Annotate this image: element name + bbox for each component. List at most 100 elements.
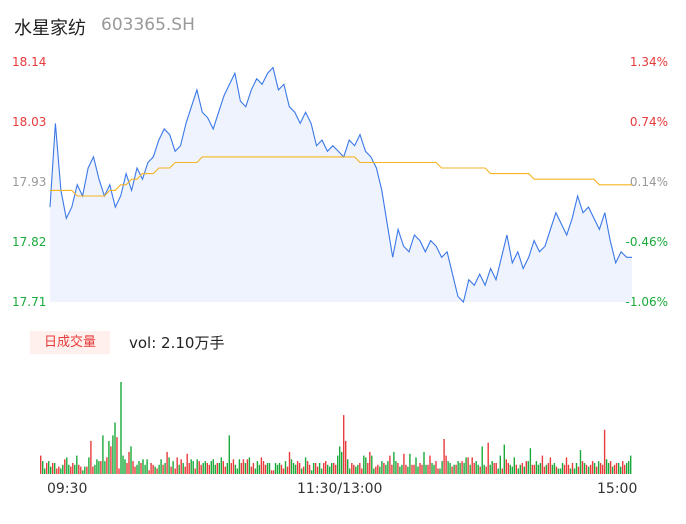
volume-bar [214, 464, 216, 474]
volume-bar [475, 461, 477, 474]
volume-bar [234, 464, 237, 474]
volume-bar [429, 455, 431, 474]
volume-bar [419, 463, 421, 474]
volume-bar [250, 466, 253, 474]
volume-bar [553, 463, 556, 474]
volume-bar [391, 464, 393, 474]
volume-bar [168, 457, 170, 474]
volume-bar [567, 464, 570, 474]
volume-bar [232, 459, 235, 474]
volume-bar [589, 464, 592, 474]
volume-bar [82, 470, 84, 474]
volume-bar [433, 464, 435, 474]
volume-bar [274, 463, 277, 474]
volume-bar [144, 464, 146, 474]
volume-bar [557, 468, 560, 474]
volume-bar [515, 464, 517, 474]
volume-bar [325, 461, 327, 474]
volume-bar [407, 466, 409, 474]
volume-bar [210, 461, 212, 474]
volume-bar [170, 466, 172, 474]
volume-bar [310, 470, 313, 474]
volume-bar [276, 464, 279, 474]
volume-bar [401, 464, 403, 474]
volume-bar [469, 464, 471, 474]
volume-bar [146, 459, 148, 474]
volume-bar [451, 466, 453, 474]
volume-bar [136, 464, 138, 474]
volume-bar [194, 468, 196, 474]
volume-bar [439, 468, 441, 474]
volume-bar [76, 455, 78, 474]
volume-bar [473, 463, 475, 474]
volume-bar [343, 415, 345, 474]
volume-bar [371, 455, 373, 474]
volume-bar [505, 459, 507, 474]
volume-bar [204, 461, 206, 474]
volume-bar [278, 463, 281, 474]
volume-bar [327, 464, 329, 474]
volume-bar [186, 453, 188, 474]
volume-bar [361, 468, 363, 474]
volume-bar [206, 463, 208, 474]
volume-bar [80, 466, 82, 474]
y-tick-right-3: -0.46% [625, 235, 668, 249]
volume-bar [363, 455, 365, 474]
volume-bar [72, 463, 74, 474]
volume-bar [591, 461, 594, 474]
volume-bar [630, 455, 632, 474]
volume-bar [256, 461, 259, 474]
volume-bar [331, 463, 333, 474]
volume-bar [50, 466, 52, 474]
volume-bar [547, 463, 550, 474]
volume-bar [224, 466, 226, 474]
volume-bar [349, 468, 351, 474]
price-area [50, 67, 632, 302]
volume-bar [561, 463, 564, 474]
volume-bar [431, 463, 433, 474]
volume-bar [425, 464, 427, 474]
volume-bar [463, 463, 465, 474]
volume-bar [443, 439, 445, 474]
volume-bar [86, 466, 88, 474]
volume-bar [244, 463, 247, 474]
volume-bar [90, 440, 92, 474]
volume-bar [116, 437, 118, 474]
volume-bar [521, 463, 523, 474]
volume-bar [122, 455, 124, 474]
volume-bar [477, 464, 479, 474]
volume-bar [262, 461, 265, 474]
volume-bar [272, 470, 275, 474]
volume-bar [212, 459, 214, 474]
volume-bar [236, 468, 239, 474]
volume-bar [282, 468, 285, 474]
volume-bar [220, 457, 222, 474]
volume-bar [128, 451, 130, 474]
volume-bar [537, 464, 540, 474]
volume-bar [555, 466, 558, 474]
volume-bar [48, 461, 50, 474]
volume-bar [150, 463, 152, 474]
x-tick-midday: 11:30/13:00 [297, 481, 383, 497]
volume-tag: 日成交量 [30, 331, 110, 354]
volume-bar [535, 461, 538, 474]
volume-bar [242, 459, 245, 474]
volume-bar [565, 457, 568, 474]
volume-bar [527, 461, 529, 474]
volume-bar [124, 459, 126, 474]
volume-bar [238, 459, 241, 474]
volume-bar [579, 450, 582, 474]
y-tick-left-1: 18.03 [12, 115, 47, 129]
volume-bar [192, 461, 194, 474]
volume-bar [387, 461, 389, 474]
volume-bar [457, 461, 459, 474]
volume-bar [620, 466, 622, 474]
volume-bar [132, 461, 134, 474]
volume-bar [60, 468, 62, 474]
volume-bar [495, 463, 497, 474]
volume-bar [88, 457, 90, 474]
stock-code: 603365.SH [101, 15, 195, 35]
volume-bar [258, 464, 261, 474]
volume-bar [96, 459, 98, 474]
